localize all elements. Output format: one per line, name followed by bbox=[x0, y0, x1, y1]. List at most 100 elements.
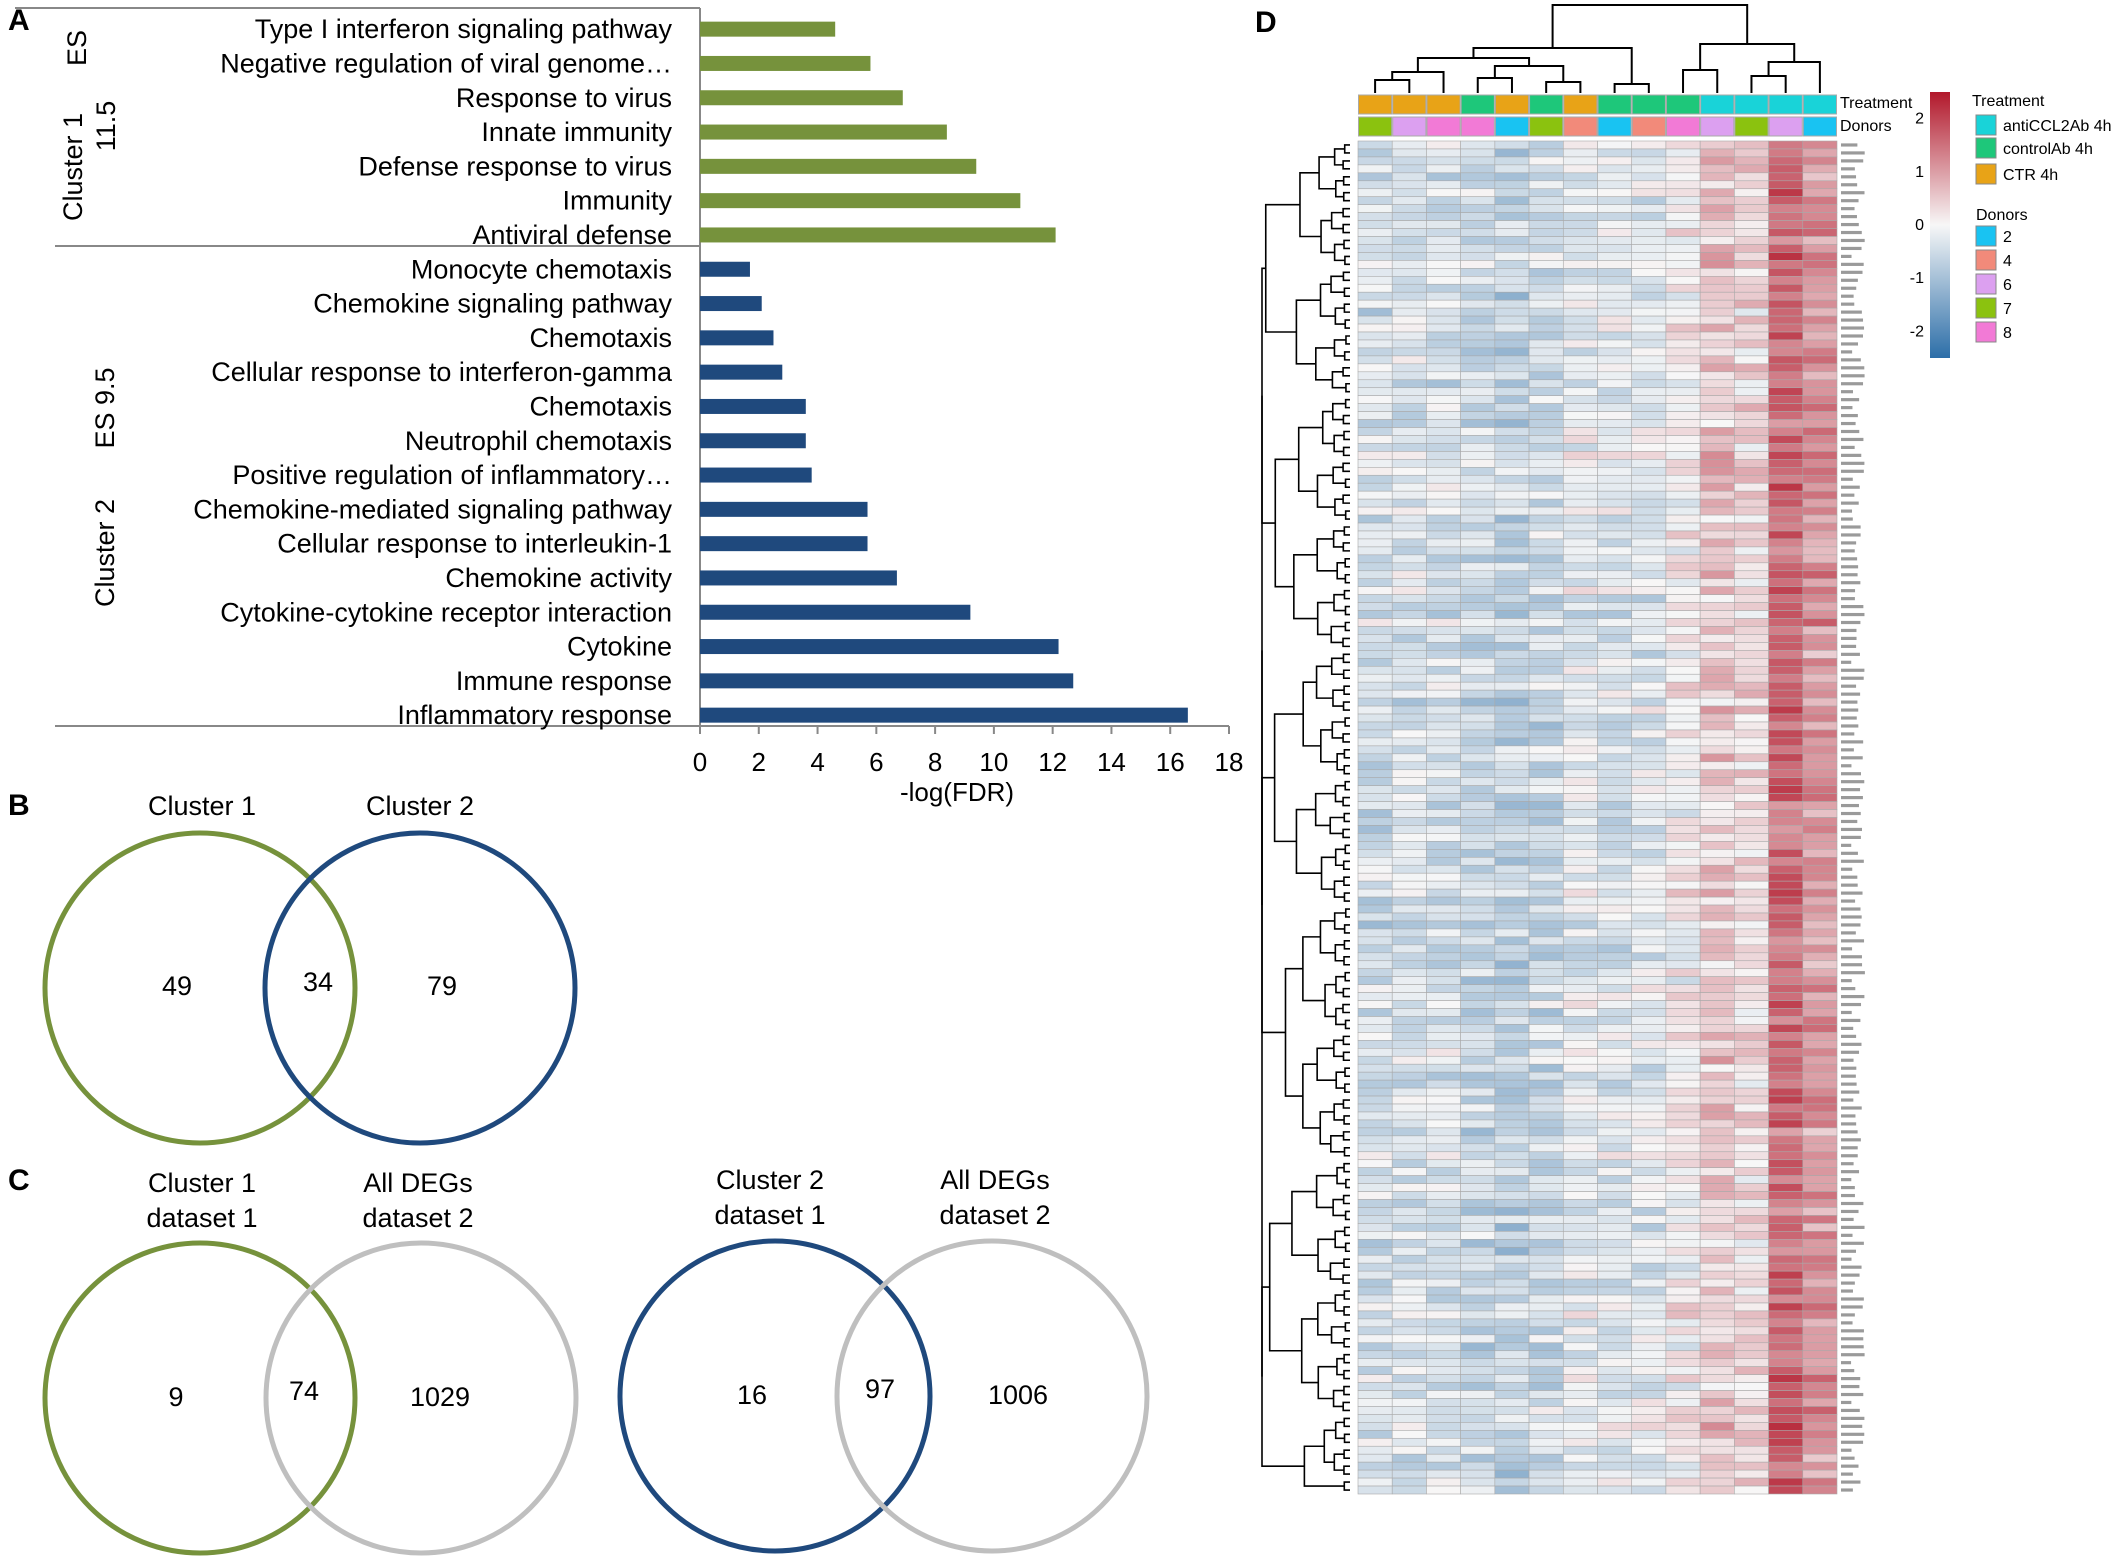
heatmap-cell bbox=[1734, 1334, 1769, 1344]
heatmap-cell bbox=[1734, 737, 1769, 747]
heatmap-cell bbox=[1734, 713, 1769, 723]
heatmap-cell bbox=[1357, 1000, 1393, 1009]
category-label: Response to virus bbox=[456, 83, 672, 113]
heatmap-cell bbox=[1665, 753, 1701, 763]
heatmap-cell bbox=[1665, 1016, 1701, 1025]
heatmap-cell bbox=[1734, 1414, 1769, 1423]
heatmap-cell bbox=[1460, 435, 1496, 444]
heatmap-cell bbox=[1460, 737, 1496, 747]
heatmap-cell bbox=[1391, 156, 1427, 166]
heatmap-cell bbox=[1426, 896, 1461, 906]
heatmap-cell bbox=[1665, 482, 1701, 492]
heatmap-cell bbox=[1631, 586, 1667, 595]
heatmap-cell bbox=[1699, 618, 1735, 627]
heatmap-cell bbox=[1631, 976, 1667, 985]
heatmap-cell bbox=[1528, 976, 1564, 985]
heatmap-cell bbox=[1357, 371, 1393, 381]
heatmap-cell bbox=[1699, 880, 1735, 890]
gene-label-mark bbox=[1841, 780, 1865, 784]
heatmap-cell bbox=[1357, 610, 1393, 619]
heatmap-cell bbox=[1734, 896, 1769, 906]
heatmap-cell bbox=[1494, 1079, 1530, 1089]
heatmap-cell bbox=[1562, 968, 1598, 977]
heatmap-cell bbox=[1562, 546, 1598, 556]
heatmap-cell bbox=[1802, 1278, 1838, 1288]
heatmap-cell bbox=[1597, 705, 1633, 715]
heatmap-cell bbox=[1699, 1437, 1735, 1447]
heatmap-cell bbox=[1494, 260, 1530, 269]
heatmap-cell bbox=[1665, 275, 1701, 285]
heatmap-cell bbox=[1494, 1215, 1530, 1224]
heatmap-cell bbox=[1631, 204, 1667, 213]
heatmap-cell bbox=[1734, 180, 1769, 190]
heatmap-cell bbox=[1734, 562, 1769, 572]
heatmap-cell bbox=[1802, 912, 1838, 922]
heatmap-cell bbox=[1802, 1350, 1838, 1360]
heatmap-cell bbox=[1426, 1151, 1461, 1161]
heatmap-cell bbox=[1494, 992, 1530, 1001]
heatmap-cell bbox=[1597, 1215, 1633, 1224]
heatmap-cell bbox=[1597, 220, 1633, 229]
heatmap-cell bbox=[1562, 522, 1598, 532]
heatmap-cell bbox=[1494, 1437, 1530, 1447]
heatmap-cell bbox=[1597, 761, 1633, 771]
heatmap-cell bbox=[1357, 1445, 1393, 1455]
gene-label-mark bbox=[1841, 167, 1855, 171]
heatmap-cell bbox=[1528, 777, 1564, 786]
heatmap-cell bbox=[1734, 395, 1769, 404]
heatmap-cell bbox=[1699, 976, 1735, 985]
heatmap-cell bbox=[1494, 506, 1530, 516]
heatmap-cell bbox=[1460, 427, 1496, 436]
heatmap-cell bbox=[1665, 618, 1701, 627]
heatmap-cell bbox=[1562, 1199, 1598, 1208]
heatmap-cell bbox=[1460, 1207, 1496, 1216]
heatmap-cell bbox=[1631, 626, 1667, 635]
dendrogram-branch bbox=[1336, 1357, 1345, 1376]
heatmap-cell bbox=[1631, 188, 1667, 198]
heatmap-cell bbox=[1699, 912, 1735, 922]
heatmap-cell bbox=[1768, 236, 1804, 245]
heatmap-cell bbox=[1665, 1278, 1701, 1288]
heatmap-cell bbox=[1460, 634, 1496, 643]
heatmap-cell bbox=[1734, 1254, 1769, 1264]
heatmap-cell bbox=[1494, 984, 1530, 993]
heatmap-cell bbox=[1802, 220, 1838, 229]
heatmap-cell bbox=[1460, 1318, 1496, 1328]
category-label: Positive regulation of inflammatory… bbox=[232, 460, 672, 490]
heatmap-cell bbox=[1734, 1350, 1769, 1360]
heatmap-cell bbox=[1357, 1048, 1393, 1057]
heatmap-cell bbox=[1597, 1422, 1633, 1431]
heatmap-cell bbox=[1802, 1127, 1838, 1137]
heatmap-cell bbox=[1734, 1374, 1769, 1383]
dendrogram-branch bbox=[1343, 1385, 1350, 1396]
heatmap-cell bbox=[1734, 1286, 1769, 1296]
heatmap-cell bbox=[1665, 650, 1701, 659]
heatmap-cell bbox=[1665, 347, 1701, 357]
heatmap-cell bbox=[1597, 1461, 1633, 1471]
heatmap-cell bbox=[1391, 1469, 1427, 1479]
venn-c1-overlap: 74 bbox=[289, 1376, 319, 1406]
dendrogram-branch bbox=[1343, 892, 1350, 902]
heatmap-cell bbox=[1631, 252, 1667, 261]
heatmap-cell bbox=[1597, 228, 1633, 237]
heatmap-cell bbox=[1494, 960, 1530, 970]
gene-label-mark bbox=[1841, 676, 1864, 680]
dendrogram-branch bbox=[1319, 283, 1336, 317]
heatmap-cell bbox=[1528, 1159, 1564, 1168]
heatmap-cell bbox=[1665, 164, 1701, 174]
heatmap-cell bbox=[1768, 148, 1804, 158]
heatmap-cell bbox=[1597, 427, 1633, 436]
heatmap-cell bbox=[1768, 1040, 1804, 1049]
heatmap-cell bbox=[1426, 1302, 1461, 1312]
heatmap-cell bbox=[1357, 156, 1393, 166]
gene-label-mark bbox=[1841, 262, 1864, 266]
heatmap-cell bbox=[1391, 920, 1427, 930]
heatmap-cell bbox=[1665, 1191, 1701, 1200]
heatmap-cell bbox=[1597, 387, 1633, 396]
legend-donor8-swatch bbox=[1975, 321, 1997, 343]
heatmap-cell bbox=[1665, 140, 1701, 150]
heatmap-cell bbox=[1494, 1135, 1530, 1145]
heatmap-cell bbox=[1426, 681, 1461, 691]
venn-c1-right-title: All DEGs dataset 2 bbox=[362, 1168, 473, 1233]
heatmap-cell bbox=[1802, 1048, 1838, 1057]
